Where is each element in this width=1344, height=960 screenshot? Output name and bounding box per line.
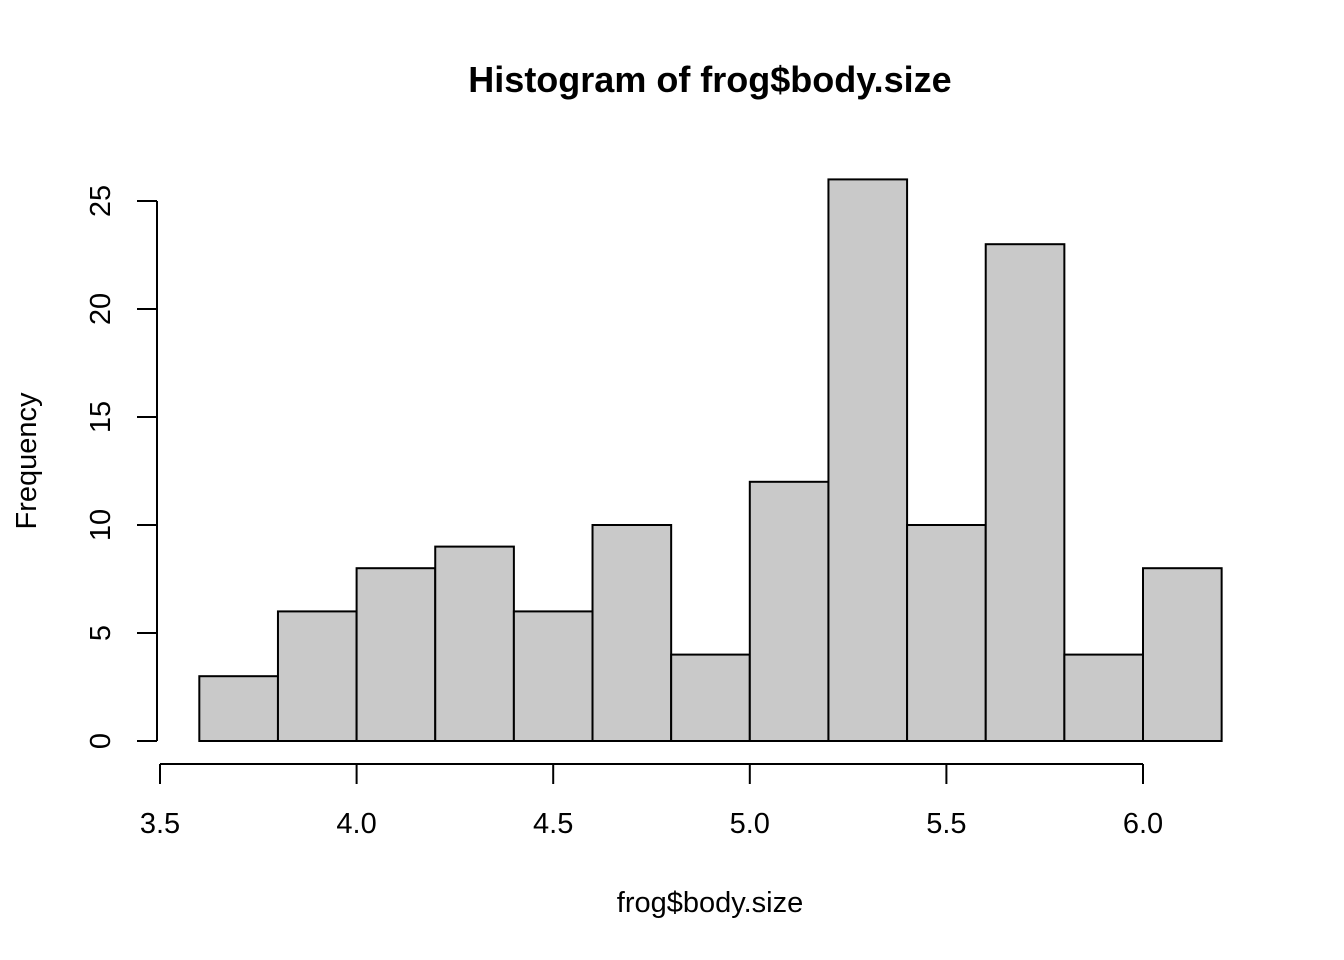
y-axis: 0 5 10 15 20 25 — [85, 185, 158, 749]
x-tick-label: 3.5 — [140, 808, 180, 840]
bars-group — [198, 178, 1223, 743]
histogram-bar — [827, 178, 909, 742]
histogram-bar — [748, 480, 830, 742]
x-axis: 3.5 4.0 4.5 5.0 5.5 6.0 — [140, 763, 1163, 840]
histogram-bar — [1063, 653, 1144, 742]
histogram-bar — [984, 243, 1066, 742]
y-tick-label: 0 — [85, 733, 117, 749]
histogram-bar — [198, 675, 279, 743]
histogram-bar — [276, 610, 358, 743]
x-tick-label: 6.0 — [1123, 808, 1163, 840]
x-tick-label: 5.5 — [926, 808, 966, 840]
y-axis-label: Frequency — [11, 392, 43, 530]
histogram-bar — [906, 524, 987, 742]
chart-title: Histogram of frog$body.size — [468, 59, 951, 100]
histogram-bar — [670, 653, 751, 742]
x-tick-label: 5.0 — [730, 808, 770, 840]
y-tick-label: 15 — [85, 401, 117, 433]
y-tick-label: 10 — [85, 509, 117, 541]
histogram-bar — [355, 567, 437, 743]
x-tick-label: 4.0 — [336, 808, 376, 840]
histogram-bar — [434, 545, 515, 742]
histogram-bar — [1142, 567, 1223, 743]
x-tick-label: 4.5 — [533, 808, 573, 840]
histogram-bar — [591, 524, 673, 742]
x-axis-label: frog$body.size — [617, 887, 803, 919]
y-tick-label: 20 — [85, 293, 117, 325]
y-tick-label: 5 — [85, 625, 117, 641]
histogram-bar — [512, 610, 594, 743]
y-tick-label: 25 — [85, 185, 117, 217]
